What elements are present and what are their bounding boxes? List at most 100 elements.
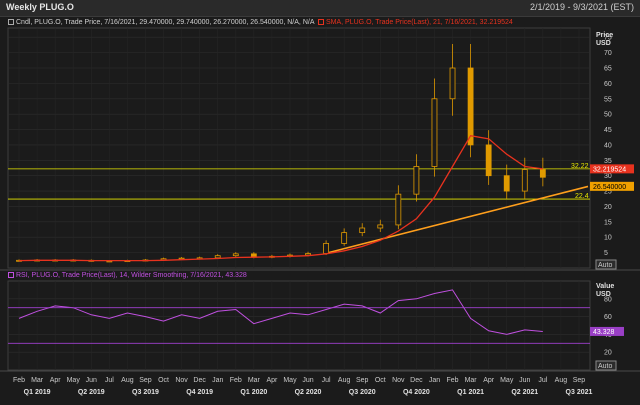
month-tick-label: Jul — [105, 377, 114, 384]
quarter-tick-label: Q1 2020 — [240, 389, 267, 396]
month-tick-label: Aug — [121, 377, 134, 384]
rsi-tick-label: 80 — [604, 296, 612, 303]
quarter-tick-label: Q3 2021 — [566, 389, 593, 396]
month-tick-label: Aug — [338, 377, 351, 384]
candle-body[interactable] — [232, 253, 239, 257]
sma-value-badge-text: 32.219524 — [593, 166, 626, 173]
candle-body[interactable] — [377, 224, 384, 229]
month-tick-label: Sep — [573, 377, 586, 384]
quarter-tick-label: Q2 2020 — [295, 389, 322, 396]
month-tick-label: Apr — [266, 377, 278, 384]
quarter-tick-label: Q3 2019 — [132, 389, 159, 396]
candle-body[interactable] — [503, 175, 510, 192]
price-tick-label: 55 — [604, 96, 612, 103]
chart-title: Weekly PLUG.O — [6, 2, 74, 12]
price-auto-label: Auto — [598, 262, 613, 269]
month-tick-label: Jun — [519, 377, 530, 384]
month-tick-label: Apr — [50, 377, 62, 384]
rsi-tick-label: 20 — [604, 350, 612, 357]
rsi-plot-area[interactable] — [7, 280, 591, 371]
month-tick-label: Jun — [302, 377, 313, 384]
price-tick-label: 15 — [604, 219, 612, 226]
quarter-tick-label: Q4 2019 — [186, 389, 213, 396]
date-range[interactable]: 2/1/2019 - 9/3/2021 (EST) — [529, 2, 634, 12]
legend-swatch-icon — [8, 19, 14, 25]
month-tick-label: Nov — [392, 377, 405, 384]
price-tick-label: 45 — [604, 127, 612, 134]
month-tick-label: Apr — [483, 377, 495, 384]
rsi-value-badge-text: 43.328 — [593, 329, 615, 336]
candle-body[interactable] — [413, 166, 420, 195]
quarter-tick-label: Q2 2019 — [78, 389, 105, 396]
quarter-tick-label: Q3 2020 — [349, 389, 376, 396]
price-auto-scale-button[interactable] — [595, 259, 617, 270]
sma-legend[interactable]: SMA, PLUG.O, Trade Price(Last), 21, 7/16… — [318, 19, 513, 26]
month-tick-label: Sep — [356, 377, 369, 384]
month-tick-label: Mar — [248, 377, 261, 384]
month-tick-label: Dec — [410, 377, 423, 384]
price-tick-label: 70 — [604, 50, 612, 57]
candle-body[interactable] — [485, 144, 492, 177]
month-tick-label: Feb — [230, 377, 242, 384]
candle-body[interactable] — [449, 67, 456, 100]
month-tick-label: Aug — [555, 377, 568, 384]
sma-line[interactable] — [18, 134, 543, 262]
month-tick-label: May — [283, 377, 297, 384]
price-axis-unit: USD — [596, 40, 611, 47]
rsi-axis-unit: USD — [596, 291, 611, 298]
rsi-axis-title: Value — [596, 283, 614, 290]
candle-body[interactable] — [521, 169, 528, 192]
candle-body[interactable] — [431, 98, 438, 167]
month-tick-label: Feb — [13, 377, 25, 384]
month-tick-label: Feb — [447, 377, 459, 384]
title-bar: Weekly PLUG.O 2/1/2019 - 9/3/2021 (EST) — [0, 0, 640, 17]
price-axis-title: Price — [596, 32, 613, 39]
candle-body[interactable] — [539, 169, 546, 178]
month-tick-label: May — [500, 377, 514, 384]
price-tick-label: 30 — [604, 173, 612, 180]
month-tick-label: Jul — [322, 377, 331, 384]
price-tick-label: 50 — [604, 112, 612, 119]
price-tick-label: 25 — [604, 189, 612, 196]
upper-line-label: 32.22 — [571, 163, 589, 170]
rsi-legend-text: RSI, PLUG.O, Trade Price(Last), 14, Wild… — [16, 272, 247, 279]
month-tick-label: Jun — [86, 377, 97, 384]
candle-body[interactable] — [323, 242, 329, 254]
month-tick-label: Nov — [175, 377, 188, 384]
price-plot-area[interactable] — [7, 27, 591, 269]
candle-legend[interactable]: Cndl, PLUG.O, Trade Price, 7/16/2021, 29… — [8, 19, 314, 26]
rsi-line[interactable] — [18, 289, 543, 335]
candle-body[interactable] — [341, 232, 348, 244]
month-tick-label: Oct — [158, 377, 169, 384]
trend-line[interactable] — [325, 185, 589, 255]
candle-body[interactable] — [395, 193, 402, 226]
candle-body[interactable] — [305, 253, 311, 256]
quarter-tick-label: Q4 2020 — [403, 389, 430, 396]
rsi-value-badge — [590, 326, 624, 336]
candle-body[interactable] — [359, 227, 366, 234]
rsi-legend[interactable]: RSI, PLUG.O, Trade Price(Last), 14, Wild… — [8, 272, 247, 279]
quarter-tick-label: Q2 2021 — [511, 389, 538, 396]
month-tick-label: Jul — [538, 377, 547, 384]
month-tick-label: Jan — [429, 377, 440, 384]
candle-body[interactable] — [214, 255, 221, 259]
last-price-badge-text: 26.540000 — [593, 184, 626, 191]
quarter-tick-label: Q1 2021 — [457, 389, 484, 396]
price-tick-label: 20 — [604, 204, 612, 211]
candle-legend-text: Cndl, PLUG.O, Trade Price, 7/16/2021, 29… — [16, 19, 315, 26]
month-tick-label: Jan — [212, 377, 223, 384]
price-tick-label: 40 — [604, 142, 612, 149]
last-price-badge — [590, 181, 634, 191]
price-tick-label: 65 — [604, 66, 612, 73]
price-tick-label: 10 — [604, 235, 612, 242]
rsi-auto-scale-button[interactable] — [595, 360, 617, 371]
candle-body[interactable] — [467, 67, 474, 146]
legend-swatch-icon — [8, 272, 14, 278]
rsi-auto-label: Auto — [598, 363, 613, 370]
quarter-tick-label: Q1 2019 — [24, 389, 51, 396]
month-tick-label: Mar — [31, 377, 44, 384]
month-tick-label: May — [67, 377, 81, 384]
price-tick-label: 35 — [604, 158, 612, 165]
lower-line-label: 22.4 — [575, 193, 589, 200]
